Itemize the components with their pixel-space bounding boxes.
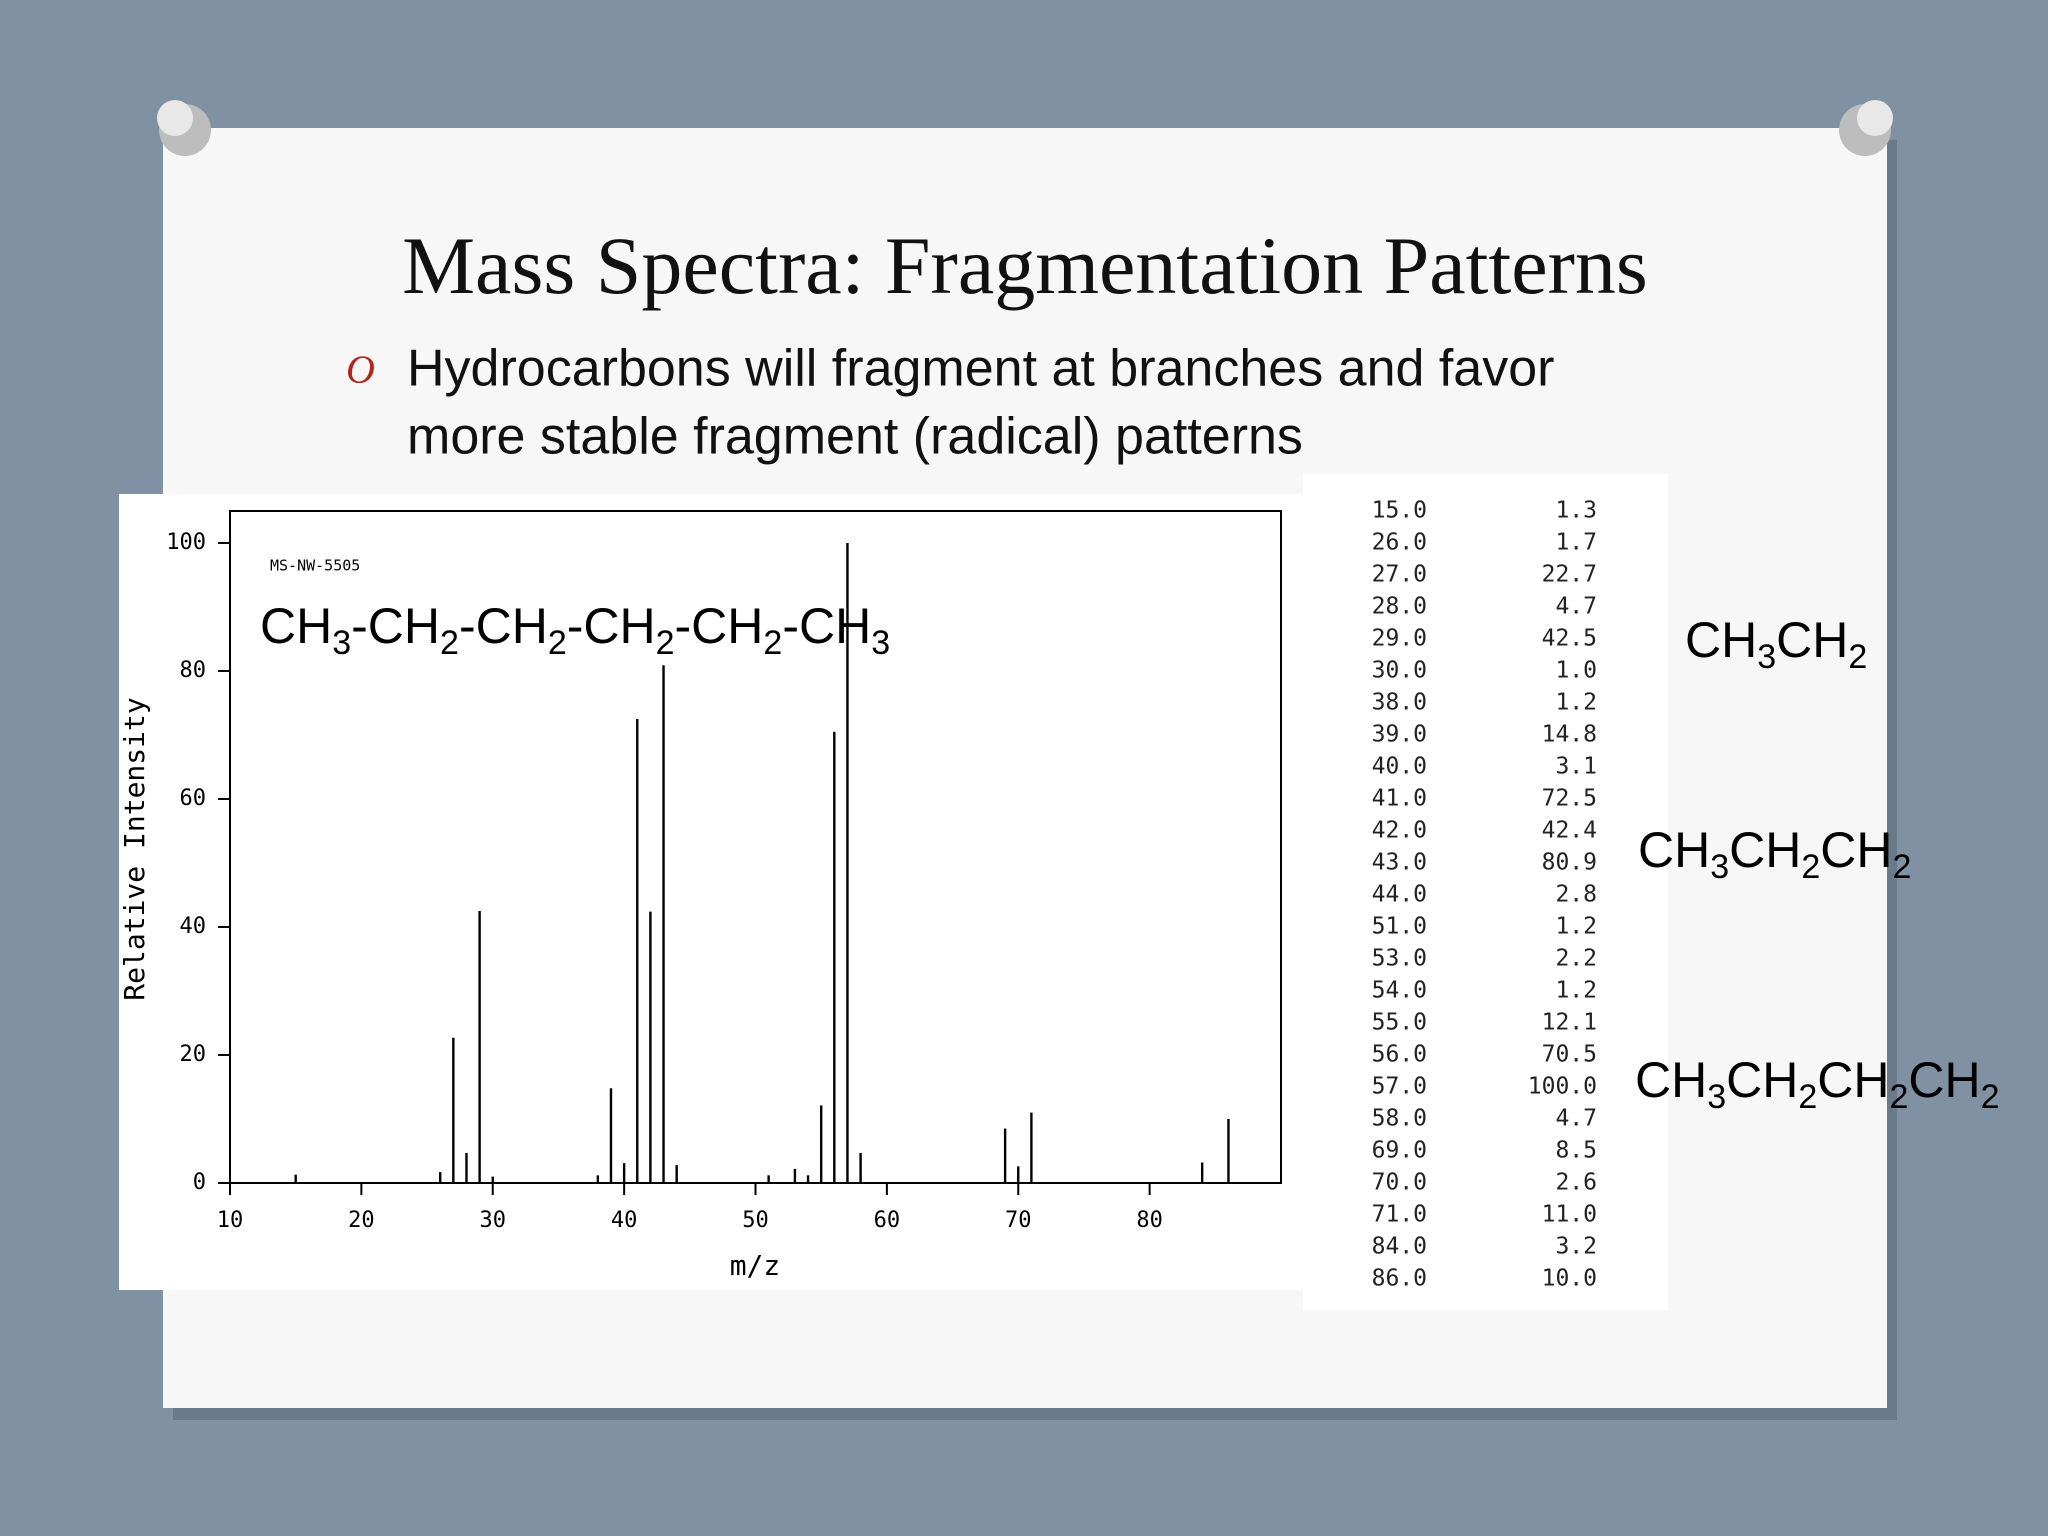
table-panel xyxy=(1303,474,1668,1310)
fragment-label: CH3CH2CH2 xyxy=(1638,822,1911,886)
table-cell: 1.3 xyxy=(1555,498,1597,524)
table-cell: 41.0 xyxy=(1372,786,1427,812)
table-cell: 72.5 xyxy=(1542,786,1597,812)
x-tick-label: 80 xyxy=(1136,1208,1163,1233)
table-cell: 84.0 xyxy=(1372,1234,1427,1260)
table-cell: 42.0 xyxy=(1372,818,1427,844)
table-cell: 15.0 xyxy=(1372,498,1427,524)
table-cell: 70.5 xyxy=(1542,1042,1597,1068)
x-tick-label: 20 xyxy=(348,1208,375,1233)
table-cell: 42.4 xyxy=(1542,818,1597,844)
table-cell: 55.0 xyxy=(1372,1010,1427,1036)
slide-title: Mass Spectra: Fragmentation Patterns xyxy=(402,220,1648,311)
table-cell: 4.7 xyxy=(1555,1106,1597,1132)
table-cell: 10.0 xyxy=(1542,1266,1597,1292)
table-cell: 54.0 xyxy=(1372,978,1427,1004)
fragment-label: CH3CH2 xyxy=(1685,612,1867,676)
table-cell: 80.9 xyxy=(1542,850,1597,876)
x-tick-label: 40 xyxy=(611,1208,638,1233)
table-cell: 2.2 xyxy=(1555,946,1597,972)
table-cell: 2.8 xyxy=(1555,882,1597,908)
table-cell: 43.0 xyxy=(1372,850,1427,876)
y-tick-label: 0 xyxy=(193,1170,206,1195)
pushpin xyxy=(157,100,211,156)
y-tick-label: 100 xyxy=(166,530,206,555)
bullet-text: more stable fragment (radical) patterns xyxy=(407,408,1303,466)
table-cell: 1.2 xyxy=(1555,690,1597,716)
table-cell: 100.0 xyxy=(1528,1074,1597,1100)
table-cell: 1.2 xyxy=(1555,914,1597,940)
x-axis-label: m/z xyxy=(730,1249,781,1282)
formula: CH3-CH2-CH2-CH2-CH2-CH3 xyxy=(260,598,890,662)
x-tick-label: 50 xyxy=(742,1208,769,1233)
y-tick-label: 80 xyxy=(180,658,207,683)
table-cell: 69.0 xyxy=(1372,1138,1427,1164)
y-tick-label: 20 xyxy=(180,1042,207,1067)
table-cell: 11.0 xyxy=(1542,1202,1597,1228)
table-cell: 27.0 xyxy=(1372,562,1427,588)
bullet-text: Hydrocarbons will fragment at branches a… xyxy=(407,340,1554,398)
x-tick-label: 60 xyxy=(874,1208,901,1233)
table-cell: 51.0 xyxy=(1372,914,1427,940)
table-cell: 28.0 xyxy=(1372,594,1427,620)
table-cell: 44.0 xyxy=(1372,882,1427,908)
table-cell: 1.7 xyxy=(1555,530,1597,556)
table-cell: 2.6 xyxy=(1555,1170,1597,1196)
table-cell: 4.7 xyxy=(1555,594,1597,620)
table-cell: 12.1 xyxy=(1542,1010,1597,1036)
x-tick-label: 30 xyxy=(480,1208,507,1233)
x-tick-label: 10 xyxy=(217,1208,244,1233)
table-cell: 42.5 xyxy=(1542,626,1597,652)
x-tick-label: 70 xyxy=(1005,1208,1032,1233)
y-tick-label: 60 xyxy=(180,786,207,811)
spectrum-id: MS-NW-5505 xyxy=(270,557,360,575)
table-cell: 22.7 xyxy=(1542,562,1597,588)
table-cell: 86.0 xyxy=(1372,1266,1427,1292)
table-cell: 14.8 xyxy=(1542,722,1597,748)
table-cell: 70.0 xyxy=(1372,1170,1427,1196)
table-cell: 71.0 xyxy=(1372,1202,1427,1228)
table-cell: 39.0 xyxy=(1372,722,1427,748)
y-axis-label: Relative Intensity xyxy=(118,697,151,1000)
pushpin xyxy=(1839,100,1893,156)
bullet-marker: O xyxy=(346,347,375,392)
table-cell: 1.0 xyxy=(1555,658,1597,684)
table-cell: 3.1 xyxy=(1555,754,1597,780)
chart-panel xyxy=(119,494,1303,1290)
table-cell: 8.5 xyxy=(1555,1138,1597,1164)
table-cell: 38.0 xyxy=(1372,690,1427,716)
table-cell: 26.0 xyxy=(1372,530,1427,556)
fragment-label: CH3CH2CH2CH2 xyxy=(1635,1052,2000,1116)
table-cell: 29.0 xyxy=(1372,626,1427,652)
table-cell: 57.0 xyxy=(1372,1074,1427,1100)
table-cell: 58.0 xyxy=(1372,1106,1427,1132)
table-cell: 1.2 xyxy=(1555,978,1597,1004)
table-cell: 53.0 xyxy=(1372,946,1427,972)
table-cell: 30.0 xyxy=(1372,658,1427,684)
table-cell: 3.2 xyxy=(1555,1234,1597,1260)
table-cell: 40.0 xyxy=(1372,754,1427,780)
y-tick-label: 40 xyxy=(180,914,207,939)
table-cell: 56.0 xyxy=(1372,1042,1427,1068)
